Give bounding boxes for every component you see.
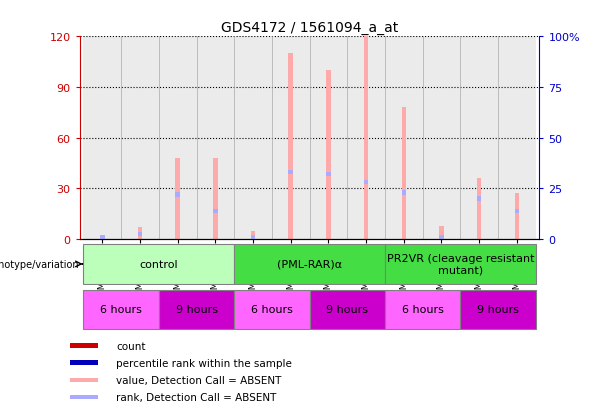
Bar	[326, 173, 330, 177]
Bar	[251, 231, 255, 240]
Text: count: count	[116, 341, 146, 351]
Bar	[326, 71, 330, 240]
Bar	[70, 377, 98, 382]
Bar	[234, 37, 272, 240]
Bar	[477, 179, 481, 240]
Bar	[460, 290, 536, 330]
Bar	[213, 159, 218, 240]
Text: 6 hours: 6 hours	[402, 305, 444, 315]
Bar	[138, 228, 142, 240]
Bar	[213, 209, 218, 214]
Text: (PML-RAR)α: (PML-RAR)α	[277, 259, 342, 269]
Bar	[83, 244, 234, 284]
Bar	[498, 37, 536, 240]
Text: 9 hours: 9 hours	[326, 305, 368, 315]
Text: 6 hours: 6 hours	[100, 305, 142, 315]
Bar	[83, 37, 121, 240]
Bar	[175, 193, 180, 197]
Text: percentile rank within the sample: percentile rank within the sample	[116, 358, 292, 368]
Title: GDS4172 / 1561094_a_at: GDS4172 / 1561094_a_at	[221, 21, 398, 35]
Bar	[197, 37, 234, 240]
Bar	[477, 197, 481, 201]
Bar	[251, 235, 255, 239]
Bar	[385, 37, 422, 240]
Bar	[289, 171, 293, 175]
Bar	[439, 226, 444, 240]
Bar	[402, 191, 406, 195]
Bar	[70, 361, 98, 365]
Bar	[121, 37, 159, 240]
Bar	[159, 290, 234, 330]
Bar	[460, 37, 498, 240]
Text: 6 hours: 6 hours	[251, 305, 293, 315]
Text: control: control	[140, 259, 178, 269]
Bar	[234, 244, 385, 284]
Bar	[364, 37, 368, 240]
Bar	[70, 395, 98, 399]
Bar	[100, 237, 105, 240]
Text: genotype/variation: genotype/variation	[0, 259, 79, 269]
Bar	[159, 37, 197, 240]
Bar	[138, 233, 142, 237]
Text: rank, Detection Call = ABSENT: rank, Detection Call = ABSENT	[116, 392, 277, 402]
Bar	[439, 235, 444, 240]
Bar	[289, 54, 293, 240]
Bar	[310, 37, 347, 240]
Bar	[385, 290, 460, 330]
Text: value, Detection Call = ABSENT: value, Detection Call = ABSENT	[116, 375, 282, 385]
Bar	[422, 37, 460, 240]
Bar	[175, 159, 180, 240]
Text: PR2VR (cleavage resistant
mutant): PR2VR (cleavage resistant mutant)	[387, 254, 534, 275]
Text: 9 hours: 9 hours	[175, 305, 218, 315]
Bar	[310, 290, 385, 330]
Text: 9 hours: 9 hours	[477, 305, 519, 315]
Bar	[83, 290, 159, 330]
Bar	[70, 344, 98, 348]
Bar	[234, 290, 310, 330]
Bar	[272, 37, 310, 240]
Bar	[100, 235, 105, 239]
Bar	[385, 244, 536, 284]
Bar	[514, 194, 519, 240]
Bar	[364, 181, 368, 185]
Bar	[514, 209, 519, 214]
Bar	[347, 37, 385, 240]
Bar	[402, 108, 406, 240]
